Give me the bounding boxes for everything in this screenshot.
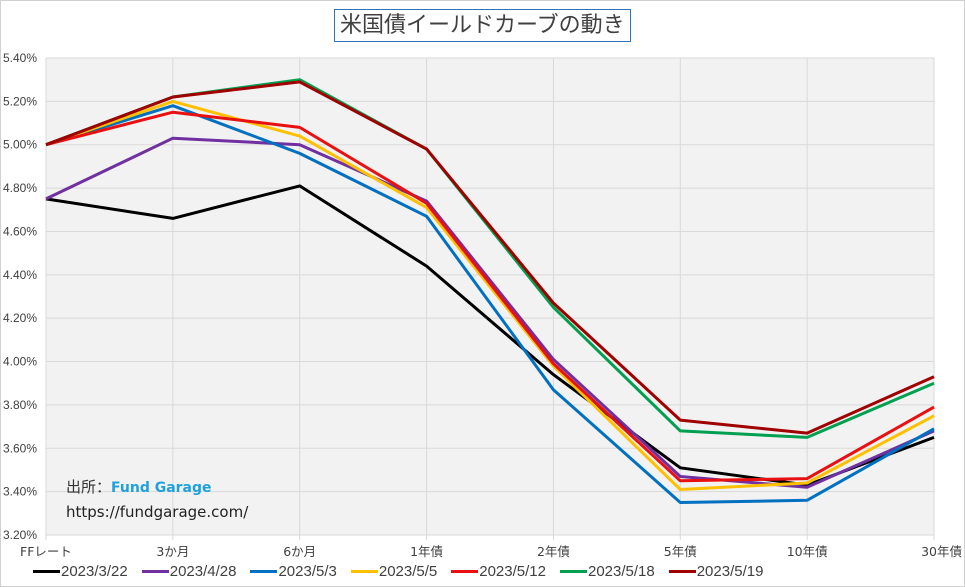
legend-swatch [350,569,378,573]
y-tick-label: 4.60% [3,224,37,238]
y-tick-label: 3.40% [3,485,37,499]
legend-swatch [141,569,169,573]
legend-label: 2023/4/28 [169,562,237,580]
series-line-2023-3-22 [45,184,935,487]
legend-label: 2023/5/12 [479,562,546,580]
legend-label: 2023/5/18 [587,562,655,580]
legend-swatch [33,569,60,573]
legend: 2023/3/22 2023/4/28 2023/5/3 2023/5/5 2023/5… [33,562,777,580]
source-brand: Fund Garage [111,480,212,496]
series-line-2023-5-5 [45,99,935,491]
y-tick-label: 4.20% [3,311,37,325]
source-label: 出所： [66,478,112,496]
legend-swatch [668,569,696,573]
legend-label: 2023/5/5 [378,562,438,580]
x-tick-label: 1年債 [410,544,443,559]
series-line-2023-5-12 [45,110,935,483]
legend-label: 2023/5/19 [696,562,764,580]
y-tick-label: 3.80% [3,398,37,412]
y-tick-label: 5.20% [3,94,37,108]
plot-area [46,58,934,535]
x-axis-ticks: FFレート 3か月 6か月 1年債 2年債 5年債 10年債 30年債 [20,544,962,559]
x-tick-label: FFレート [20,544,72,559]
legend-item: 2023/5/19 [668,562,764,580]
y-axis-ticks: 3.20% 3.40% 3.60% 3.80% 4.00% 4.20% 4.40% 4.60%… [3,51,37,542]
legend-item: 2023/5/3 [250,562,337,580]
legend-item: 2023/5/18 [559,562,655,580]
x-tick-label: 3か月 [156,544,189,559]
legend-item: 2023/3/22 [33,563,128,580]
y-tick-label: 4.00% [3,355,37,369]
legend-swatch [559,569,587,573]
x-tick-label: 30年債 [921,544,962,559]
legend-item: 2023/5/12 [451,563,546,580]
legend-label: 2023/3/22 [61,562,128,580]
chart-title: 米国債イールドカーブの動き [334,9,631,42]
legend-swatch [451,569,479,573]
legend-label: 2023/5/3 [278,562,337,580]
y-tick-label: 3.20% [3,528,37,542]
series-line-2023-5-19 [45,80,935,435]
x-tick-label: 6か月 [283,544,316,559]
y-tick-label: 3.60% [3,441,37,455]
y-tick-label: 5.40% [3,51,37,65]
legend-item: 2023/5/5 [350,562,438,580]
y-tick-label: 4.80% [3,181,37,195]
source-note: 出所：Fund Garage [66,476,212,497]
x-tick-label: 5年債 [664,544,697,559]
x-tick-label: 10年債 [787,544,828,559]
source-url: https://fundgarage.com/ [66,503,249,521]
legend-item: 2023/4/28 [141,562,237,580]
y-tick-label: 4.40% [3,268,37,282]
legend-swatch [250,569,278,573]
y-tick-label: 5.00% [3,138,37,152]
x-tick-label: 2年債 [537,544,570,559]
series-lines [45,78,935,504]
